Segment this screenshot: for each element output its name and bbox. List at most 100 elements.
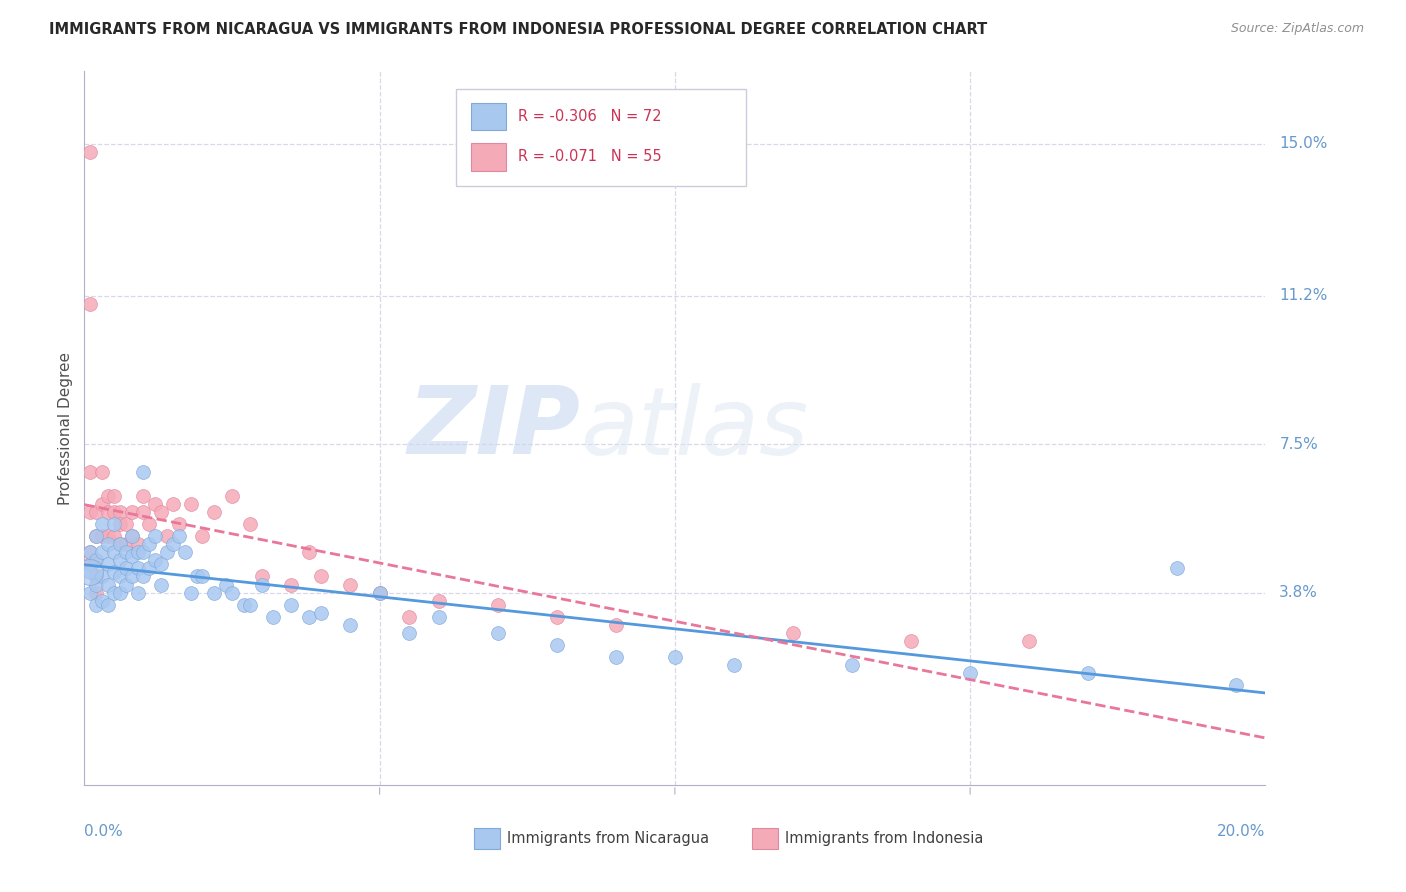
Point [298,609,321,624]
Point [79,297,101,311]
Point [167,517,190,532]
Point [114,545,136,559]
Text: atlas: atlas [581,383,808,474]
Point [202,505,225,519]
Text: 7.5%: 7.5% [1279,437,1317,451]
Point [486,598,509,612]
Text: Immigrants from Nicaragua: Immigrants from Nicaragua [508,831,709,846]
Point [97,537,120,551]
Text: 20.0%: 20.0% [1218,824,1265,838]
Text: Source: ZipAtlas.com: Source: ZipAtlas.com [1230,22,1364,36]
Point [108,585,131,599]
Point [84,553,107,567]
Point [127,537,149,551]
Point [150,505,173,519]
Point [180,497,202,511]
Point [959,665,981,680]
Point [121,529,143,543]
Text: 15.0%: 15.0% [1279,136,1327,151]
Point [1018,633,1040,648]
Point [84,505,107,519]
Point [132,489,155,503]
Point [368,585,391,599]
Point [97,558,120,572]
Point [143,529,166,543]
Point [91,545,114,559]
Point [108,569,131,583]
Point [91,593,114,607]
Text: 11.2%: 11.2% [1279,288,1327,303]
Point [280,577,302,591]
Point [97,529,120,543]
FancyBboxPatch shape [471,103,506,130]
FancyBboxPatch shape [474,828,501,849]
Point [202,585,225,599]
Point [1225,678,1247,692]
Text: Immigrants from Indonesia: Immigrants from Indonesia [785,831,983,846]
Point [900,633,922,648]
Point [79,566,101,580]
Point [84,585,107,599]
Point [91,465,114,479]
Point [84,598,107,612]
Point [103,505,125,519]
Point [486,625,509,640]
Point [1166,561,1188,575]
Text: 0.0%: 0.0% [84,824,124,838]
Point [103,545,125,559]
Point [91,517,114,532]
Point [221,585,243,599]
Point [156,529,179,543]
Y-axis label: Professional Degree: Professional Degree [58,351,73,505]
Point [79,505,101,519]
Point [114,561,136,575]
Point [97,577,120,591]
Point [427,609,450,624]
Point [79,465,101,479]
Point [173,545,195,559]
Point [79,545,101,559]
Point [138,517,160,532]
Point [103,489,125,503]
Text: R = -0.071   N = 55: R = -0.071 N = 55 [517,150,661,164]
Point [114,537,136,551]
Point [127,545,149,559]
Point [79,558,101,572]
Point [143,553,166,567]
Point [191,569,214,583]
Point [84,569,107,583]
Point [427,593,450,607]
Point [398,625,420,640]
Text: R = -0.306   N = 72: R = -0.306 N = 72 [517,109,661,124]
Point [132,545,155,559]
Text: IMMIGRANTS FROM NICARAGUA VS IMMIGRANTS FROM INDONESIA PROFESSIONAL DEGREE CORRE: IMMIGRANTS FROM NICARAGUA VS IMMIGRANTS … [49,22,987,37]
Point [605,649,627,664]
Point [138,537,160,551]
Point [368,585,391,599]
Point [84,529,107,543]
Point [339,617,361,632]
Point [239,517,262,532]
FancyBboxPatch shape [471,144,506,170]
Text: ZIP: ZIP [408,382,581,475]
Point [108,537,131,551]
Point [132,465,155,479]
Point [232,598,254,612]
Point [79,566,101,580]
Point [782,625,804,640]
Point [143,497,166,511]
Point [91,497,114,511]
Point [664,649,686,664]
Point [150,558,173,572]
Point [605,617,627,632]
Point [221,489,243,503]
Text: 3.8%: 3.8% [1279,585,1319,600]
Point [132,505,155,519]
Point [79,545,101,559]
Point [103,529,125,543]
Point [180,585,202,599]
Point [841,657,863,672]
Point [309,606,332,620]
Point [150,577,173,591]
FancyBboxPatch shape [752,828,778,849]
